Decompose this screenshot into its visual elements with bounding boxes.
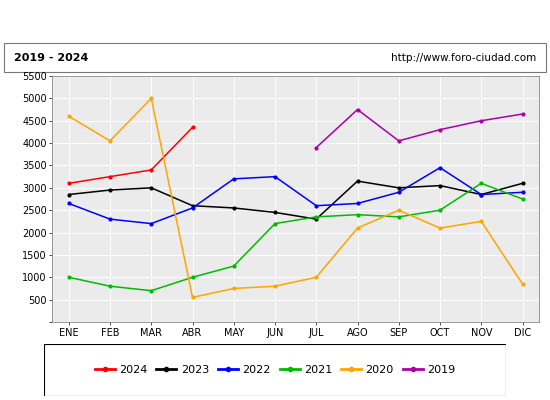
Text: Evolucion Nº Turistas Nacionales en el municipio de Archena: Evolucion Nº Turistas Nacionales en el m… [48, 14, 502, 28]
Text: http://www.foro-ciudad.com: http://www.foro-ciudad.com [391, 53, 536, 63]
Legend: 2024, 2023, 2022, 2021, 2020, 2019: 2024, 2023, 2022, 2021, 2020, 2019 [91, 362, 459, 378]
Text: 2019 - 2024: 2019 - 2024 [14, 53, 88, 63]
